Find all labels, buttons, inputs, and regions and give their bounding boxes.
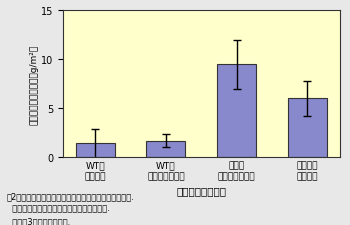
Bar bbox=[217, 65, 256, 158]
Bar bbox=[76, 144, 114, 158]
Text: 囲2　地下水位制御が成熟期の雑草発生量に及ぼす影響.
  茨城県つくば市大規模農家圏場でのデータ.
  縦線は3反復の標準誤差.: 囲2 地下水位制御が成熟期の雑草発生量に及ぼす影響. 茨城県つくば市大規模農家圏… bbox=[7, 191, 135, 225]
Y-axis label: 雑草の地上部乾物重（g/m²）: 雑草の地上部乾物重（g/m²） bbox=[29, 44, 38, 124]
X-axis label: 圏場条件・播種法: 圏場条件・播種法 bbox=[176, 186, 226, 196]
Bar bbox=[288, 99, 327, 158]
Bar bbox=[146, 141, 185, 158]
